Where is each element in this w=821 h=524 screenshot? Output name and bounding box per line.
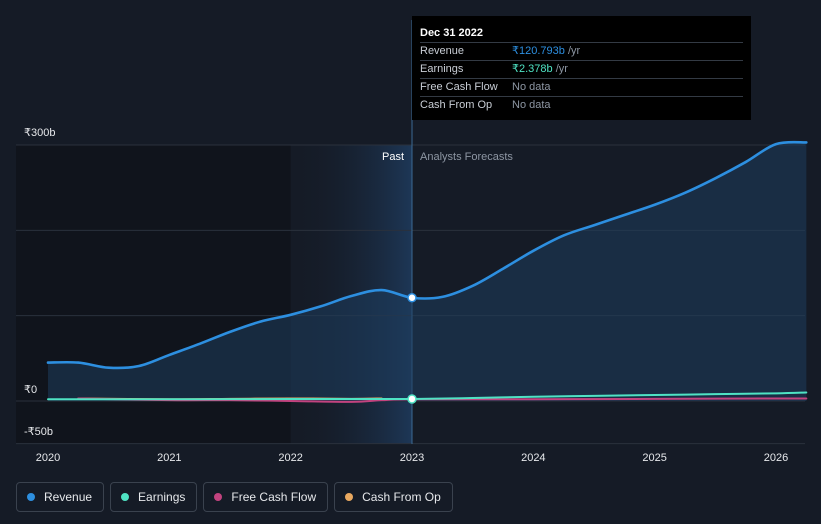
legend-label: Revenue xyxy=(44,490,93,504)
tooltip-value: No data xyxy=(512,99,551,111)
chart-legend: Revenue Earnings Free Cash Flow Cash Fro… xyxy=(16,482,453,512)
revenue-area xyxy=(48,142,807,401)
x-tick-label: 2020 xyxy=(36,452,60,464)
tooltip-value: No data xyxy=(512,81,551,93)
tooltip-row-earnings: Earnings ₹2.378b /yr xyxy=(420,60,743,78)
tooltip-row-cash-from-op: Cash From Op No data xyxy=(420,96,743,114)
tooltip-date: Dec 31 2022 xyxy=(420,27,483,39)
legend-dot-icon xyxy=(121,493,130,501)
tooltip-unit: /yr xyxy=(552,63,568,75)
legend-dot-icon xyxy=(345,493,354,501)
legend-item-revenue[interactable]: Revenue xyxy=(16,482,105,512)
series-line-earnings xyxy=(47,391,808,401)
tooltip-value: ₹120.793b xyxy=(512,45,565,57)
series-line-revenue xyxy=(46,140,808,370)
tooltip-label: Free Cash Flow xyxy=(420,81,498,93)
tooltip-value: ₹2.378b xyxy=(512,63,553,75)
legend-item-cash-from-op[interactable]: Cash From Op xyxy=(334,482,453,512)
x-tick-label: 2025 xyxy=(642,452,666,464)
hover-marker-earnings xyxy=(407,394,417,404)
tooltip-label: Revenue xyxy=(420,45,465,57)
tooltip-row-revenue: Revenue ₹120.793b /yr xyxy=(420,42,743,60)
hover-tooltip: Dec 31 2022 Revenue ₹120.793b /yr Earnin… xyxy=(412,16,751,120)
y-tick-label: -₹50b xyxy=(24,426,53,438)
x-tick-label: 2024 xyxy=(521,452,545,464)
hover-marker-revenue xyxy=(407,292,417,303)
revenue-earnings-chart: ₹300b ₹0 -₹50b 2020 2021 2022 2023 2024 2025 2026… xyxy=(16,20,808,464)
legend-label: Free Cash Flow xyxy=(231,490,317,504)
legend-label: Cash From Op xyxy=(362,490,441,504)
tooltip-row-free-cash-flow: Free Cash Flow No data xyxy=(420,78,743,96)
tooltip-label: Earnings xyxy=(420,63,464,75)
tooltip-unit: /yr xyxy=(564,45,581,57)
forecast-label: Analysts Forecasts xyxy=(420,151,513,163)
legend-dot-icon xyxy=(214,493,223,501)
x-tick-label: 2022 xyxy=(278,452,302,464)
x-tick-label: 2023 xyxy=(400,452,424,464)
x-tick-label: 2021 xyxy=(157,452,181,464)
legend-item-earnings[interactable]: Earnings xyxy=(110,482,198,512)
y-tick-label: ₹300b xyxy=(24,127,55,139)
past-label: Past xyxy=(382,151,404,163)
legend-dot-icon xyxy=(27,493,35,501)
legend-item-free-cash-flow[interactable]: Free Cash Flow xyxy=(203,482,329,512)
tooltip-label: Cash From Op xyxy=(420,99,493,111)
x-tick-label: 2026 xyxy=(764,452,788,464)
legend-label: Earnings xyxy=(138,490,186,504)
y-tick-label: ₹0 xyxy=(24,384,37,396)
